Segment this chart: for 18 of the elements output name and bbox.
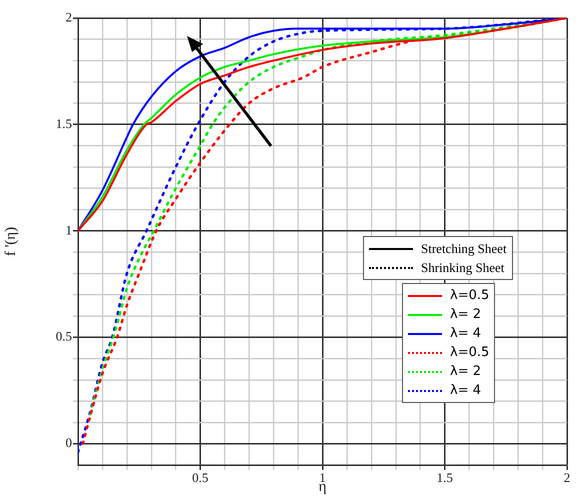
y-axis-title: f '(η): [2, 226, 19, 256]
annotation: Shrinking Sheet: [421, 260, 504, 276]
legend-label: λ= 2: [450, 364, 481, 379]
annotation: Stretching Sheet: [421, 240, 507, 256]
y-tick-label: 0: [66, 435, 72, 450]
legend-label: λ=0.5: [450, 288, 490, 303]
x-tick-label: 1: [319, 470, 326, 486]
legend-label: λ= 4: [450, 383, 481, 398]
x-tick-label: 1.5: [436, 470, 453, 486]
x-tick-label: 0.5: [192, 470, 208, 486]
y-tick-label: 2: [66, 9, 72, 24]
x-tick-label: 2: [564, 470, 570, 486]
legend-label: λ=0.5: [450, 345, 490, 360]
y-tick-label: 0.5: [56, 328, 72, 344]
y-tick-label: 1.5: [56, 116, 72, 131]
y-tick-label: 1: [66, 222, 72, 238]
legend-label: λ= 2: [450, 307, 481, 322]
legend-label: λ= 4: [450, 326, 481, 341]
